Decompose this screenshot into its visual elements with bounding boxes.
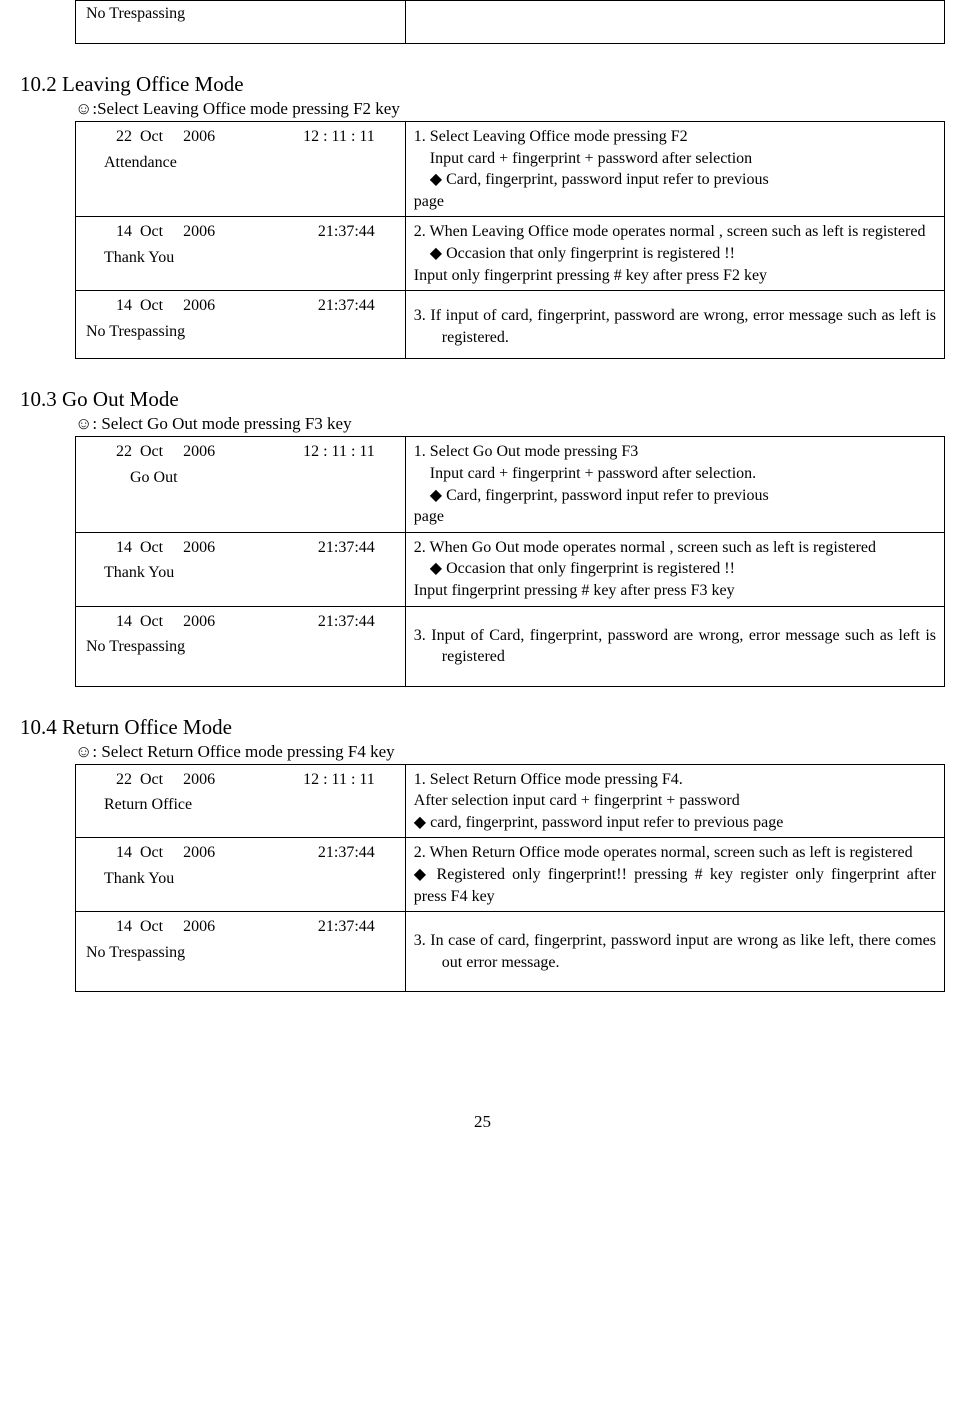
screen-date-left: 14 Oct 2006 [116, 916, 215, 938]
description-cell: 2. When Go Out mode operates normal , sc… [405, 532, 944, 606]
screen-date-left: 14 Oct 2006 [116, 842, 215, 864]
screen-cell: 22 Oct 2006 12 : 11 : 11 Attendance [76, 122, 406, 217]
sections-container: 10.2 Leaving Office Mode☺:Select Leaving… [20, 72, 945, 992]
screen-date-right: 21:37:44 [318, 295, 375, 317]
table-row: No Trespassing [76, 1, 945, 44]
description-cell: 1. Select Go Out mode pressing F3Input c… [405, 437, 944, 532]
section-intro: ☺: Select Return Office mode pressing F4… [75, 742, 945, 762]
screen-date-left: 14 Oct 2006 [116, 537, 215, 559]
fragment-left-text: No Trespassing [86, 5, 185, 22]
screen-date-row: 14 Oct 2006 21:37:44 [86, 842, 395, 864]
description-cell: 3. In case of card, fingerprint, passwor… [405, 912, 944, 992]
screen-cell: 14 Oct 2006 21:37:44 Thank You [76, 838, 406, 912]
mode-table: 22 Oct 2006 12 : 11 : 11 Go Out 1. Select G… [75, 436, 945, 686]
screen-label: Return Office [86, 794, 395, 816]
document-page: No Trespassing 10.2 Leaving Office Mode☺… [0, 0, 965, 1172]
screen-date-row: 14 Oct 2006 21:37:44 [86, 611, 395, 633]
description-cell: 2. When Leaving Office mode operates nor… [405, 217, 944, 291]
screen-date-row: 22 Oct 2006 12 : 11 : 11 [86, 441, 395, 463]
screen-date-row: 14 Oct 2006 21:37:44 [86, 295, 395, 317]
screen-date-right: 21:37:44 [318, 537, 375, 559]
screen-date-row: 14 Oct 2006 21:37:44 [86, 221, 395, 243]
screen-date-row: 14 Oct 2006 21:37:44 [86, 537, 395, 559]
description-cell: 3. Input of Card, fingerprint, password … [405, 606, 944, 686]
table-row: 14 Oct 2006 21:37:44 No Trespassing 3. If i… [76, 291, 945, 359]
screen-cell: 22 Oct 2006 12 : 11 : 11 Return Office [76, 764, 406, 838]
section-heading: 10.2 Leaving Office Mode [20, 72, 945, 97]
page-number: 25 [20, 1112, 945, 1132]
mode-table: 22 Oct 2006 12 : 11 : 11 Attendance 1. Sele… [75, 121, 945, 359]
screen-label: Thank You [86, 247, 395, 269]
screen-date-right: 21:37:44 [318, 916, 375, 938]
screen-cell: 14 Oct 2006 21:37:44 Thank You [76, 217, 406, 291]
screen-label: No Trespassing [86, 942, 395, 964]
table-row: 22 Oct 2006 12 : 11 : 11 Return Office 1. S… [76, 764, 945, 838]
table-row: 14 Oct 2006 21:37:44 No Trespassing 3. Inpu… [76, 606, 945, 686]
table-row: 22 Oct 2006 12 : 11 : 11 Attendance 1. Sele… [76, 122, 945, 217]
screen-date-left: 22 Oct 2006 [116, 126, 215, 148]
mode-table: 22 Oct 2006 12 : 11 : 11 Return Office 1. S… [75, 764, 945, 993]
screen-date-right: 12 : 11 : 11 [303, 441, 375, 463]
screen-date-left: 14 Oct 2006 [116, 221, 215, 243]
screen-label: Go Out [86, 467, 395, 489]
section-intro: ☺:Select Leaving Office mode pressing F2… [75, 99, 945, 119]
screen-label: Attendance [86, 152, 395, 174]
screen-cell: 14 Oct 2006 21:37:44 No Trespassing [76, 606, 406, 686]
screen-date-right: 21:37:44 [318, 611, 375, 633]
screen-date-right: 21:37:44 [318, 842, 375, 864]
table-row: 14 Oct 2006 21:37:44 Thank You 2. When Leav… [76, 217, 945, 291]
screen-date-row: 22 Oct 2006 12 : 11 : 11 [86, 126, 395, 148]
screen-label: Thank You [86, 562, 395, 584]
screen-cell: 14 Oct 2006 21:37:44 No Trespassing [76, 291, 406, 359]
table-row: 14 Oct 2006 21:37:44 Thank You 2. When Retu… [76, 838, 945, 912]
screen-cell: 22 Oct 2006 12 : 11 : 11 Go Out [76, 437, 406, 532]
screen-date-right: 21:37:44 [318, 221, 375, 243]
screen-cell: 14 Oct 2006 21:37:44 No Trespassing [76, 912, 406, 992]
screen-label: No Trespassing [86, 636, 395, 658]
description-cell: 3. If input of card, fingerprint, passwo… [405, 291, 944, 359]
section-intro: ☺: Select Go Out mode pressing F3 key [75, 414, 945, 434]
table-row: 14 Oct 2006 21:37:44 Thank You 2. When Go O… [76, 532, 945, 606]
description-cell: 1. Select Return Office mode pressing F4… [405, 764, 944, 838]
section-heading: 10.3 Go Out Mode [20, 387, 945, 412]
fragment-right-cell [405, 1, 944, 44]
screen-label: Thank You [86, 868, 395, 890]
screen-date-left: 14 Oct 2006 [116, 611, 215, 633]
screen-date-right: 12 : 11 : 11 [303, 126, 375, 148]
description-cell: 2. When Return Office mode operates norm… [405, 838, 944, 912]
screen-date-row: 14 Oct 2006 21:37:44 [86, 916, 395, 938]
section-heading: 10.4 Return Office Mode [20, 715, 945, 740]
top-fragment-table: No Trespassing [75, 0, 945, 44]
screen-date-left: 14 Oct 2006 [116, 295, 215, 317]
screen-date-left: 22 Oct 2006 [116, 441, 215, 463]
screen-date-right: 12 : 11 : 11 [303, 769, 375, 791]
screen-date-row: 22 Oct 2006 12 : 11 : 11 [86, 769, 395, 791]
table-row: 22 Oct 2006 12 : 11 : 11 Go Out 1. Select G… [76, 437, 945, 532]
description-cell: 1. Select Leaving Office mode pressing F… [405, 122, 944, 217]
table-row: 14 Oct 2006 21:37:44 No Trespassing 3. In c… [76, 912, 945, 992]
screen-date-left: 22 Oct 2006 [116, 769, 215, 791]
screen-cell: 14 Oct 2006 21:37:44 Thank You [76, 532, 406, 606]
screen-label: No Trespassing [86, 321, 395, 343]
fragment-left-cell: No Trespassing [76, 1, 406, 44]
